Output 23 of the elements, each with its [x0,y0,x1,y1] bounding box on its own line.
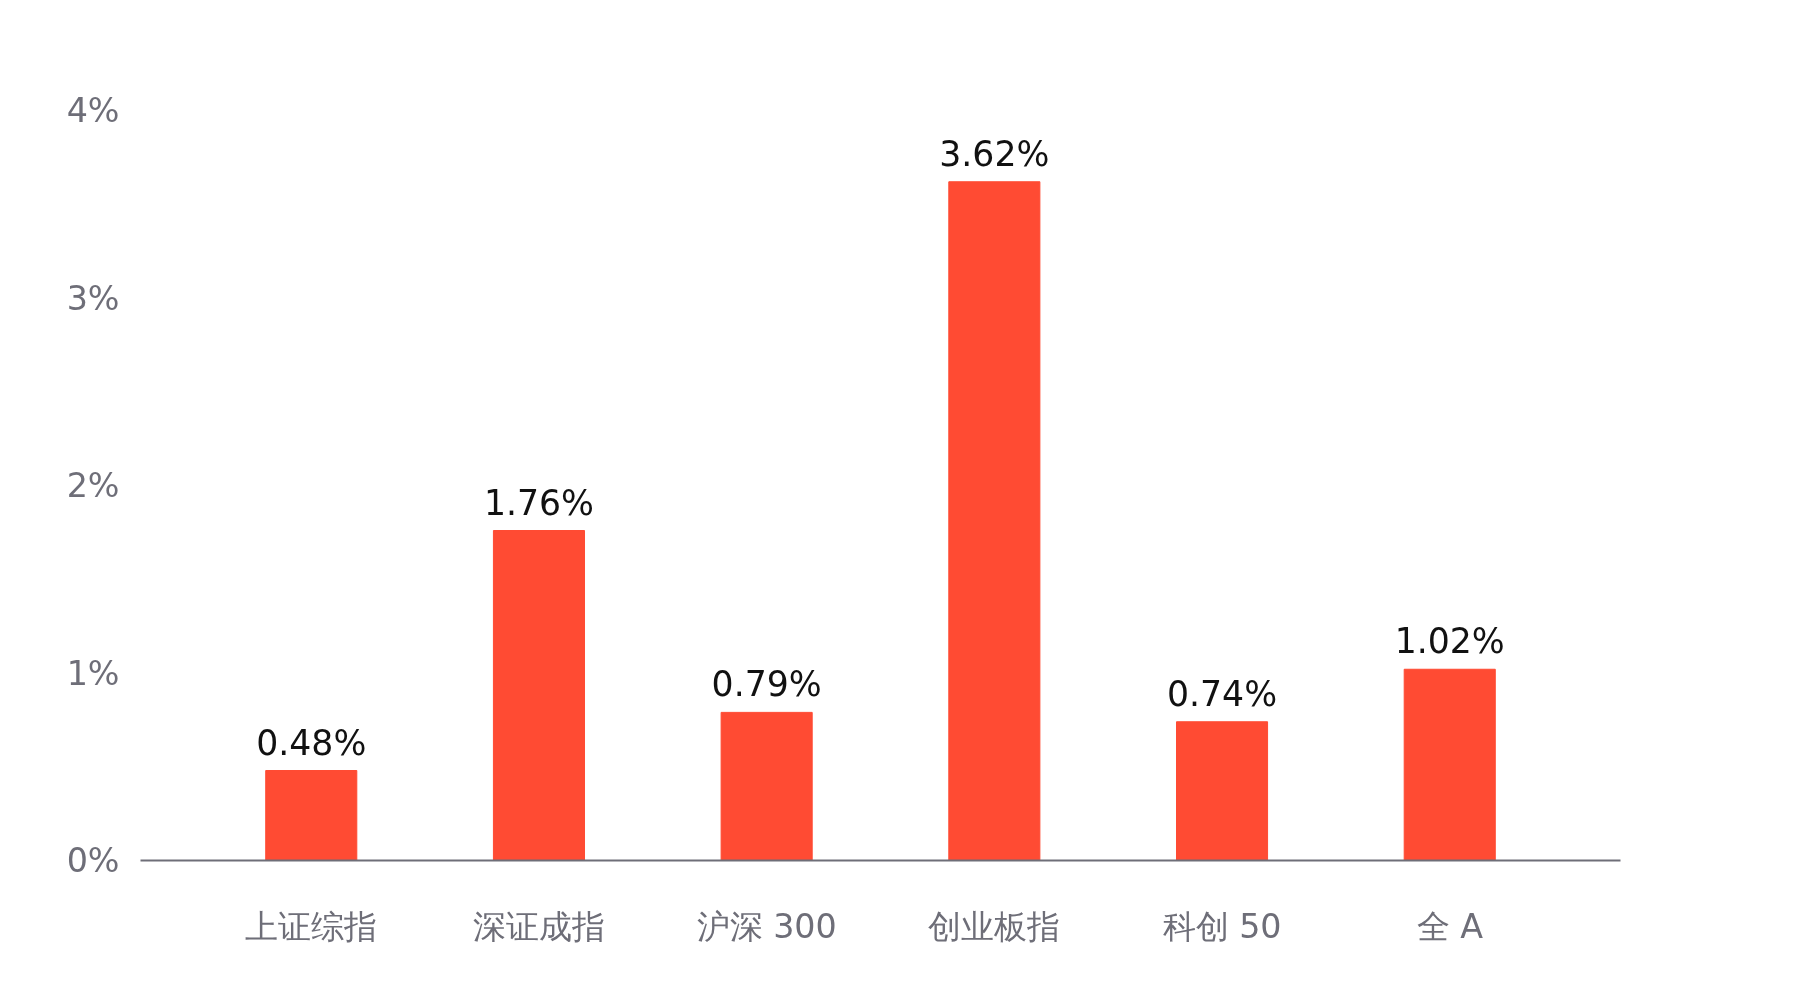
x-tick-label: 深证成指 [472,906,605,946]
data-label: 1.76% [483,482,595,523]
bar [265,770,358,861]
x-tick-label: 全 A [1416,906,1484,946]
bar [720,711,813,861]
y-tick-label: 4% [66,91,120,130]
y-tick-label: 1% [66,653,120,693]
bar [492,530,585,861]
data-label: 0.79% [711,664,822,705]
data-label: 1.02% [1394,621,1505,662]
bar [1403,668,1496,861]
y-tick-label: 3% [66,278,120,318]
bar [1176,721,1269,861]
bar [948,181,1041,861]
data-label: 0.48% [256,722,367,763]
x-tick-label: 创业板指 [928,906,1061,946]
data-label: 3.62% [939,133,1050,174]
x-tick-label: 科创 50 [1162,906,1282,946]
x-tick-label: 沪深 300 [696,906,837,946]
x-tick-label: 上证综指 [245,906,378,946]
y-tick-label: 0% [66,841,120,880]
y-tick-label: 2% [66,466,120,505]
data-label: 0.74% [1166,673,1278,714]
